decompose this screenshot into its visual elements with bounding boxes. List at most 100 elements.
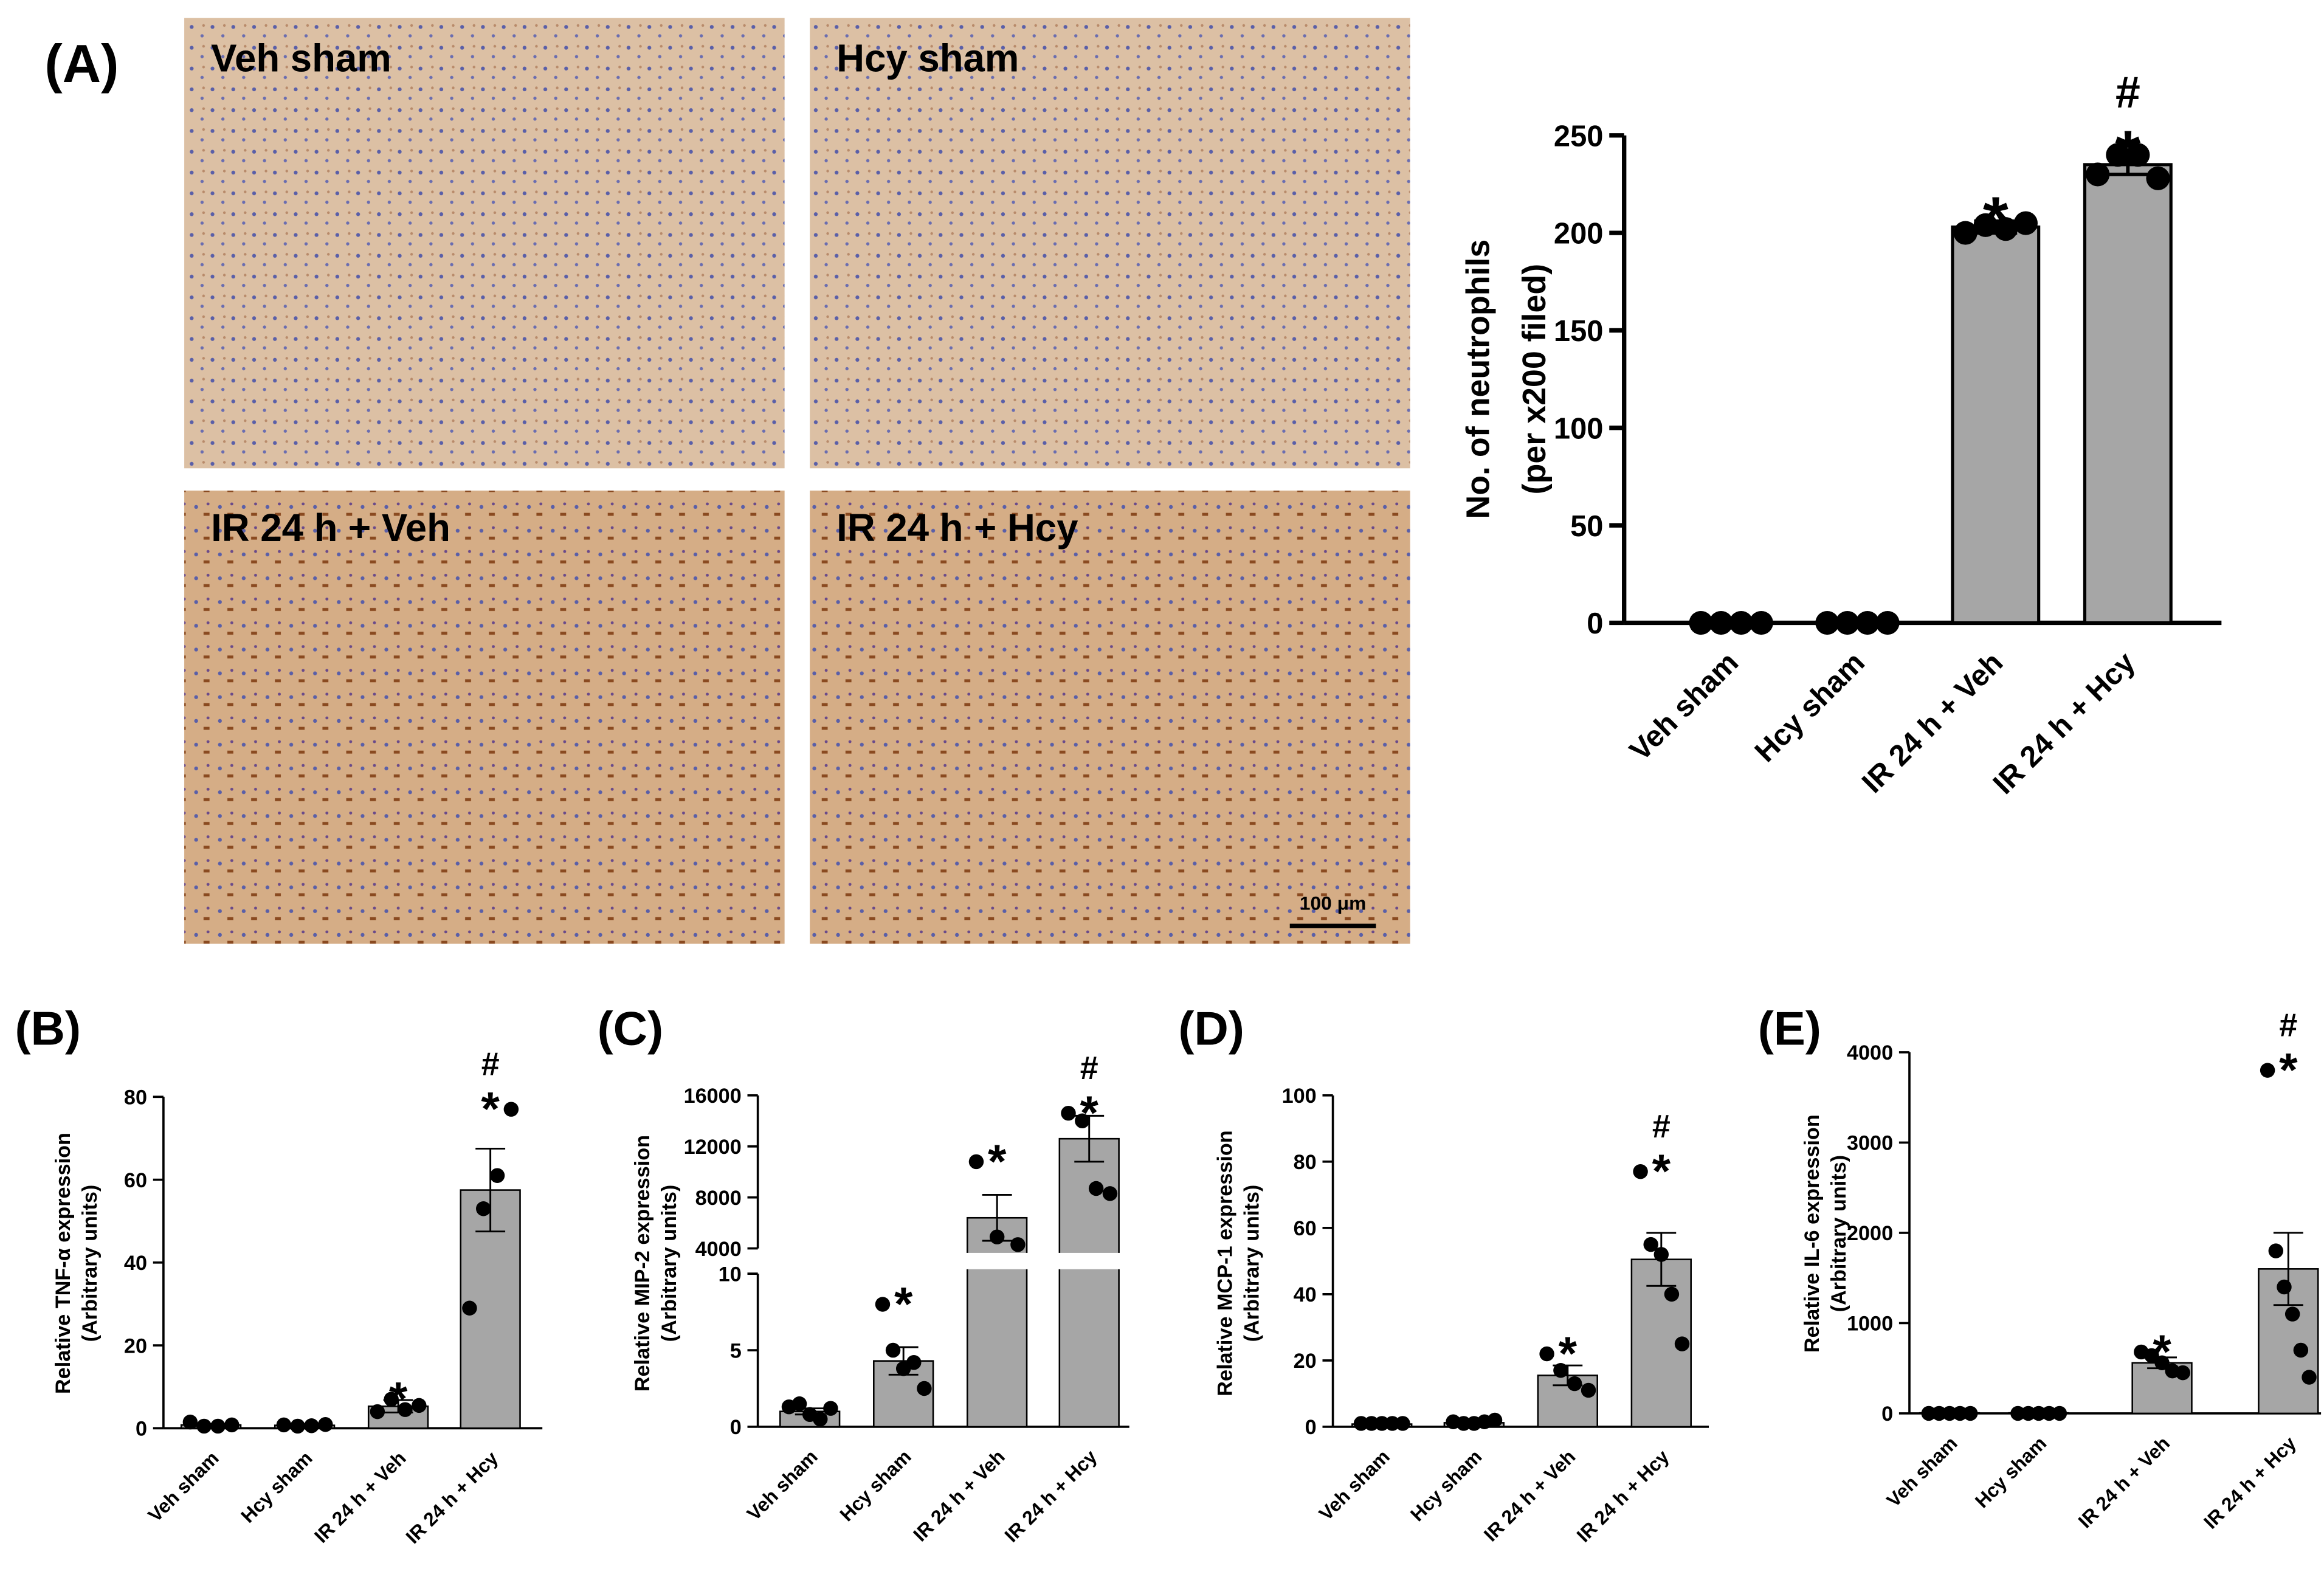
data-point	[1581, 1382, 1596, 1398]
data-point	[906, 1354, 922, 1370]
data-point	[1674, 1336, 1690, 1351]
x-tick-label: Veh sham	[143, 1447, 222, 1526]
data-point	[1963, 1406, 1978, 1421]
significance-mark: *	[2115, 117, 2140, 190]
significance-mark: #	[1652, 1108, 1671, 1145]
x-tick-label: Veh sham	[742, 1446, 821, 1525]
data-point	[2052, 1406, 2067, 1421]
data-point	[1653, 1247, 1669, 1262]
x-tick-label: Hcy sham	[835, 1446, 915, 1526]
data-point	[2302, 1370, 2317, 1385]
micrograph-label: Veh sham	[211, 37, 391, 80]
y-tick-label: 10	[719, 1263, 742, 1286]
data-point	[2041, 1406, 2057, 1421]
significance-mark: *	[894, 1277, 913, 1330]
data-point	[210, 1418, 226, 1434]
data-point	[1353, 1416, 1369, 1431]
data-point	[1815, 610, 1840, 635]
panel-label: (C)	[598, 1002, 664, 1055]
significance-mark: *	[988, 1134, 1007, 1188]
significance-mark: *	[1559, 1326, 1577, 1380]
data-point	[2106, 143, 2130, 167]
y-tick-label: 80	[124, 1086, 147, 1109]
y-tick-label: 60	[1294, 1217, 1317, 1240]
data-point	[791, 1396, 807, 1412]
data-point	[384, 1392, 399, 1407]
data-point	[1689, 610, 1713, 635]
data-point	[290, 1418, 305, 1434]
data-point	[182, 1414, 198, 1430]
data-point	[2175, 1365, 2191, 1381]
x-tick-label: Veh sham	[1624, 646, 1745, 768]
data-point	[968, 1154, 984, 1170]
micrograph	[810, 490, 1410, 944]
significance-mark: *	[1080, 1086, 1099, 1139]
data-point	[489, 1168, 505, 1183]
data-point	[2154, 1355, 2170, 1370]
data-point	[1385, 1416, 1400, 1431]
y-tick-label: 0	[1881, 1402, 1893, 1426]
data-point	[412, 1398, 427, 1413]
y-tick-label: 0	[1305, 1416, 1317, 1439]
y-axis-label: Relative TNF-α expression	[52, 1133, 75, 1394]
data-point	[989, 1229, 1005, 1244]
y-axis-label: (Arbitrary units)	[1827, 1155, 1850, 1313]
data-point	[2126, 143, 2150, 167]
data-point	[2021, 1406, 2036, 1421]
micrograph-label: IR 24 h + Veh	[211, 506, 450, 550]
x-tick-label: IR 24 h + Hcy	[1573, 1446, 1674, 1547]
data-point	[1749, 610, 1773, 635]
data-point	[1553, 1363, 1568, 1378]
data-point	[823, 1401, 838, 1416]
y-tick-label: 100	[1554, 412, 1604, 445]
panel-label: (D)	[1178, 1002, 1244, 1055]
y-tick-label: 200	[1554, 218, 1604, 250]
error-bar	[475, 1147, 506, 1233]
data-point	[2013, 211, 2038, 235]
significance-mark: #	[481, 1046, 500, 1082]
data-point	[370, 1404, 385, 1420]
data-point	[476, 1201, 491, 1216]
data-point	[276, 1417, 292, 1433]
data-point	[1953, 221, 1977, 245]
y-tick-label: 0	[730, 1416, 742, 1439]
data-point	[1487, 1412, 1503, 1428]
data-point	[503, 1102, 519, 1117]
y-tick-label: 1000	[1847, 1313, 1893, 1336]
panel-label: (A)	[44, 33, 119, 94]
data-point	[1729, 610, 1753, 635]
x-tick-label: IR 24 h + Veh	[909, 1446, 1009, 1546]
data-point	[2277, 1279, 2292, 1295]
data-point	[2260, 1063, 2275, 1078]
y-tick-label: 4000	[1847, 1041, 1893, 1064]
y-tick-label: 40	[124, 1252, 147, 1275]
data-point	[885, 1342, 901, 1358]
y-tick-label: 80	[1294, 1151, 1317, 1174]
x-tick-label: IR 24 h + Hcy	[1000, 1446, 1101, 1547]
micrograph	[184, 490, 785, 944]
y-tick-label: 40	[1294, 1283, 1317, 1306]
data-point	[2144, 1348, 2159, 1364]
y-axis-label: Relative MIP-2 expression	[631, 1135, 654, 1392]
bar	[2083, 163, 2173, 625]
x-tick-label: Veh sham	[1882, 1432, 1961, 1511]
y-tick-label: 8000	[695, 1187, 742, 1210]
data-point	[1010, 1237, 1026, 1252]
data-point	[1102, 1186, 1118, 1201]
data-point	[1643, 1237, 1658, 1252]
data-point	[1875, 610, 1900, 635]
data-point	[2284, 1306, 2300, 1322]
data-point	[318, 1417, 333, 1432]
y-axis-label: Relative IL-6 expression	[1801, 1114, 1824, 1353]
y-tick-label: 0	[1587, 607, 1603, 640]
data-point	[917, 1381, 932, 1396]
data-point	[2146, 166, 2170, 190]
data-point	[1395, 1416, 1410, 1431]
micrograph	[810, 18, 1410, 469]
data-point	[1855, 610, 1880, 635]
data-point	[1952, 1406, 1968, 1421]
micrograph-label: IR 24 h + Hcy	[836, 506, 1078, 550]
y-axis-label: (Arbitrary units)	[658, 1185, 681, 1342]
